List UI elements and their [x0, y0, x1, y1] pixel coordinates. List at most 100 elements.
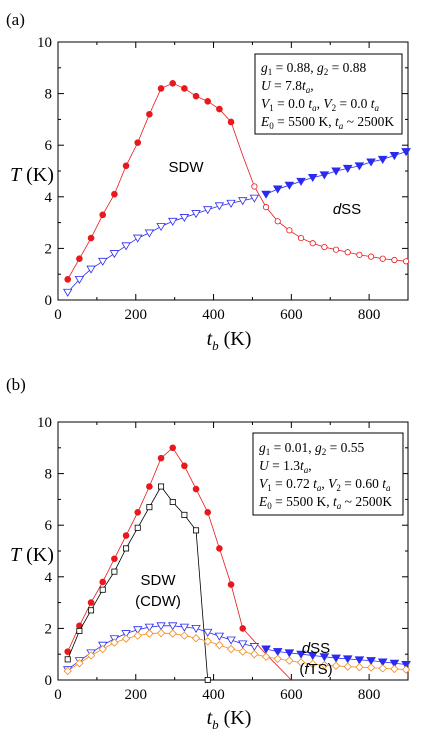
- data-point: [146, 110, 153, 118]
- data-point: [146, 483, 153, 490]
- data-point: [111, 555, 118, 563]
- data-point: [215, 641, 224, 650]
- annotation-box-b: [252, 432, 404, 516]
- data-point: [401, 665, 411, 674]
- region-label-a-dss: dSS: [333, 201, 361, 218]
- data-point: [203, 628, 213, 637]
- data-point: [191, 625, 201, 633]
- data-point: [261, 190, 271, 199]
- data-point: [226, 644, 236, 654]
- data-point: [169, 444, 177, 452]
- data-point: [86, 265, 96, 274]
- data-point: [355, 662, 364, 672]
- data-point: [377, 155, 388, 164]
- y-tick-label: 4: [45, 570, 53, 586]
- region-label-b-cdw: (CDW): [135, 593, 181, 610]
- data-point: [86, 651, 96, 660]
- data-point: [157, 454, 165, 462]
- xlabel-b: tb (K): [207, 707, 252, 732]
- data-point: [389, 659, 400, 668]
- data-point: [76, 255, 83, 263]
- data-point: [122, 532, 130, 539]
- data-point: [309, 240, 316, 247]
- xlabel-a: tb (K): [207, 328, 252, 353]
- y-tick-label: 10: [37, 35, 52, 51]
- data-point: [144, 229, 155, 238]
- y-tick-label: 10: [37, 415, 52, 431]
- data-point: [377, 658, 388, 667]
- annotation-line-a-4: E0 = 5500 K, ta ~ 2500K: [260, 114, 394, 131]
- x-tick-label: 600: [280, 687, 303, 703]
- data-point: [251, 183, 258, 190]
- data-point: [297, 234, 305, 242]
- data-point: [331, 654, 341, 663]
- data-point: [204, 677, 211, 684]
- data-point: [390, 664, 399, 674]
- data-point: [296, 177, 306, 186]
- panel-label-b: (b): [6, 375, 26, 394]
- data-point: [214, 202, 225, 211]
- y-tick-label: 4: [45, 190, 53, 206]
- data-point: [133, 234, 143, 243]
- data-point: [180, 631, 189, 640]
- annotation-line-b-1: g1 = 0.01, g2 = 0.55: [259, 440, 364, 457]
- ylabel-a: T (K): [10, 164, 54, 186]
- ylabel-b: T (K): [10, 544, 54, 566]
- data-point: [284, 181, 295, 190]
- data-point: [238, 197, 248, 206]
- x-tick-label: 800: [358, 687, 381, 703]
- y-tick-label: 0: [45, 673, 53, 689]
- data-point: [122, 162, 130, 170]
- region-label-a-sdw: SDW: [169, 159, 205, 176]
- data-point: [238, 640, 248, 649]
- data-point: [179, 623, 190, 632]
- data-point: [261, 645, 271, 654]
- data-point: [109, 250, 120, 259]
- ticks-a: 0 200 400 600 800 0 2 4 6 8 10: [37, 35, 409, 323]
- data-point: [402, 258, 410, 265]
- data-point: [121, 630, 131, 639]
- annotation-line-a-3: V1 = 0.0 ta, V2 = 0.0 ta: [261, 96, 380, 113]
- data-point: [99, 211, 107, 219]
- data-point: [249, 194, 260, 203]
- data-point: [156, 628, 166, 638]
- annotation-line-b-3: V1 = 0.72 ta, V2 = 0.60 ta: [259, 476, 391, 493]
- data-point: [342, 164, 353, 174]
- x-tick-label: 800: [358, 307, 381, 323]
- data-point: [111, 190, 118, 198]
- data-point: [320, 660, 329, 670]
- series-line-1: [230, 121, 255, 187]
- x-tick-label: 600: [280, 307, 303, 323]
- data-point: [250, 650, 259, 659]
- data-point: [343, 662, 352, 671]
- data-point: [284, 649, 295, 658]
- data-point: [111, 568, 118, 575]
- annotation-line-b-2: U = 1.3ta,: [259, 458, 312, 475]
- data-point: [319, 171, 330, 180]
- data-point: [203, 637, 212, 646]
- y-tick-label: 2: [45, 241, 53, 257]
- data-point: [191, 210, 201, 219]
- data-point: [401, 148, 411, 157]
- data-point: [226, 199, 236, 208]
- data-point: [179, 214, 190, 223]
- data-point: [238, 647, 247, 656]
- data-point: [274, 218, 281, 225]
- data-point: [168, 217, 178, 226]
- data-point: [307, 173, 318, 183]
- data-point: [331, 661, 341, 670]
- y-tick-label: 2: [45, 621, 53, 637]
- data-point: [169, 79, 177, 87]
- data-point: [307, 651, 318, 661]
- data-point: [169, 498, 176, 505]
- y-tick-label: 6: [45, 138, 53, 154]
- data-point: [214, 632, 225, 641]
- data-point: [286, 227, 293, 234]
- series-line-5: [67, 632, 407, 672]
- data-point: [110, 638, 119, 647]
- data-point: [226, 636, 236, 645]
- data-point: [344, 249, 351, 256]
- data-point: [64, 656, 71, 663]
- data-point: [134, 508, 142, 516]
